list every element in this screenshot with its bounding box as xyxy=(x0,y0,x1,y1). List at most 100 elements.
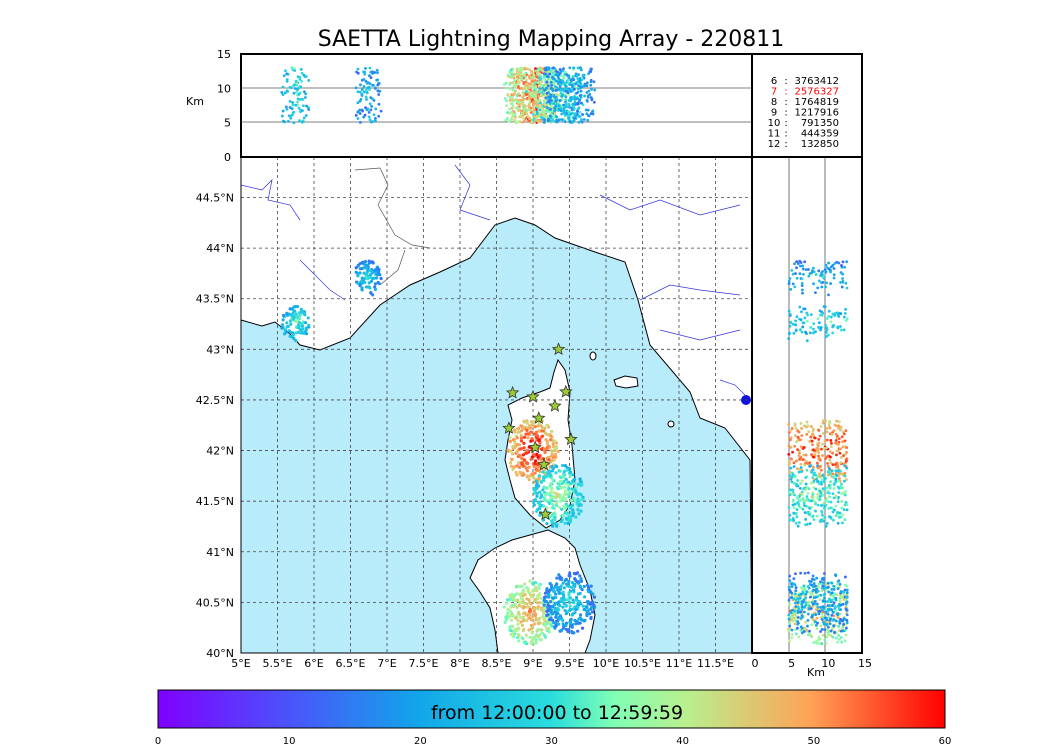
right-source-point xyxy=(824,503,828,507)
top-source-point xyxy=(299,67,303,71)
top-source-point xyxy=(507,119,511,123)
lightning-source-point xyxy=(579,493,583,497)
right-source-point xyxy=(844,281,848,285)
right-source-point xyxy=(818,309,822,313)
right-source-point xyxy=(793,622,797,626)
top-source-point xyxy=(521,120,525,124)
lightning-source-point xyxy=(551,512,556,516)
top-source-point xyxy=(296,103,300,107)
right-source-point xyxy=(798,487,802,490)
top-source-point xyxy=(550,99,553,103)
lightning-source-point xyxy=(516,610,521,614)
giglio-island xyxy=(667,420,675,428)
right-source-point xyxy=(796,605,800,609)
top-source-point xyxy=(532,86,535,89)
top-source-point xyxy=(358,90,362,94)
lightning-source-point xyxy=(579,602,583,606)
right-source-point xyxy=(807,274,811,278)
lightning-source-point xyxy=(294,339,298,343)
top-source-point xyxy=(358,112,362,115)
right-source-point xyxy=(791,619,795,623)
right-source-point xyxy=(838,582,842,586)
lightning-source-point xyxy=(376,280,380,285)
top-source-point xyxy=(293,67,296,71)
right-source-point xyxy=(805,420,809,424)
right-source-point xyxy=(791,473,795,477)
lat-tick-label: 41°N xyxy=(206,546,234,559)
right-source-point xyxy=(832,617,836,621)
right-source-point xyxy=(831,492,835,496)
lightning-source-point xyxy=(558,614,562,618)
right-source-point xyxy=(789,466,793,470)
right-source-point xyxy=(822,501,825,505)
right-source-point xyxy=(825,438,829,442)
top-source-point xyxy=(555,88,559,92)
top-source-point xyxy=(514,115,517,119)
lightning-source-point xyxy=(580,587,584,592)
top-source-point xyxy=(545,74,549,78)
right-source-point xyxy=(793,609,797,613)
lightning-source-point xyxy=(548,498,552,502)
right-source-point xyxy=(794,589,798,593)
top-source-point xyxy=(573,87,576,91)
lightning-source-point xyxy=(550,612,555,616)
lightning-source-point xyxy=(553,517,557,522)
lightning-source-point xyxy=(549,608,553,612)
lightning-source-point xyxy=(367,281,371,285)
top-source-point xyxy=(548,114,552,118)
right-source-point xyxy=(806,492,810,495)
top-source-point xyxy=(555,79,558,83)
right-source-point xyxy=(817,582,821,586)
elba-island xyxy=(613,375,639,389)
lightning-source-point xyxy=(542,595,547,600)
lightning-source-point xyxy=(573,577,577,581)
lightning-source-point xyxy=(562,601,566,605)
station-count: 132850 xyxy=(801,139,839,150)
lightning-source-point xyxy=(530,430,534,434)
top-source-point xyxy=(511,105,515,109)
lightning-source-point xyxy=(288,307,292,311)
right-source-point xyxy=(794,323,798,327)
top-source-point xyxy=(377,93,381,96)
lightning-source-point xyxy=(507,615,511,619)
lightning-source-point xyxy=(556,487,560,491)
right-source-point xyxy=(842,593,846,596)
station-colon: : xyxy=(784,87,787,98)
top-source-point xyxy=(559,106,563,110)
top-source-point xyxy=(540,80,544,84)
right-source-point xyxy=(814,291,817,294)
right-source-point xyxy=(829,461,833,465)
right-source-point xyxy=(823,305,827,308)
lightning-source-point xyxy=(552,586,556,590)
right-source-point xyxy=(823,600,827,603)
top-source-point xyxy=(545,86,548,90)
top-source-point xyxy=(505,99,509,103)
top-source-point xyxy=(369,108,373,112)
right-source-point xyxy=(803,424,806,428)
station-colon: : xyxy=(784,108,787,119)
lightning-source-point xyxy=(362,266,366,270)
top-source-point xyxy=(368,74,371,78)
right-source-point xyxy=(838,447,842,451)
lightning-source-point xyxy=(510,603,515,607)
right-source-point xyxy=(842,479,846,483)
lightning-source-point xyxy=(548,599,553,604)
right-source-point xyxy=(813,500,817,504)
lightning-source-point xyxy=(561,605,565,609)
right-source-point xyxy=(832,276,836,280)
right-source-point xyxy=(804,620,808,624)
top-source-point xyxy=(518,107,521,111)
lightning-source-point xyxy=(578,613,583,617)
lightning-source-point xyxy=(566,480,570,484)
right-source-point xyxy=(826,630,830,634)
right-source-point xyxy=(839,590,843,593)
top-source-point xyxy=(287,114,291,118)
right-source-point xyxy=(793,424,797,427)
lightning-source-point xyxy=(543,591,548,595)
top-source-point xyxy=(296,97,300,101)
top-source-point xyxy=(552,93,556,97)
right-source-point xyxy=(815,461,819,465)
right-source-point xyxy=(841,440,844,444)
right-source-point xyxy=(787,453,791,456)
top-source-point xyxy=(361,109,364,113)
